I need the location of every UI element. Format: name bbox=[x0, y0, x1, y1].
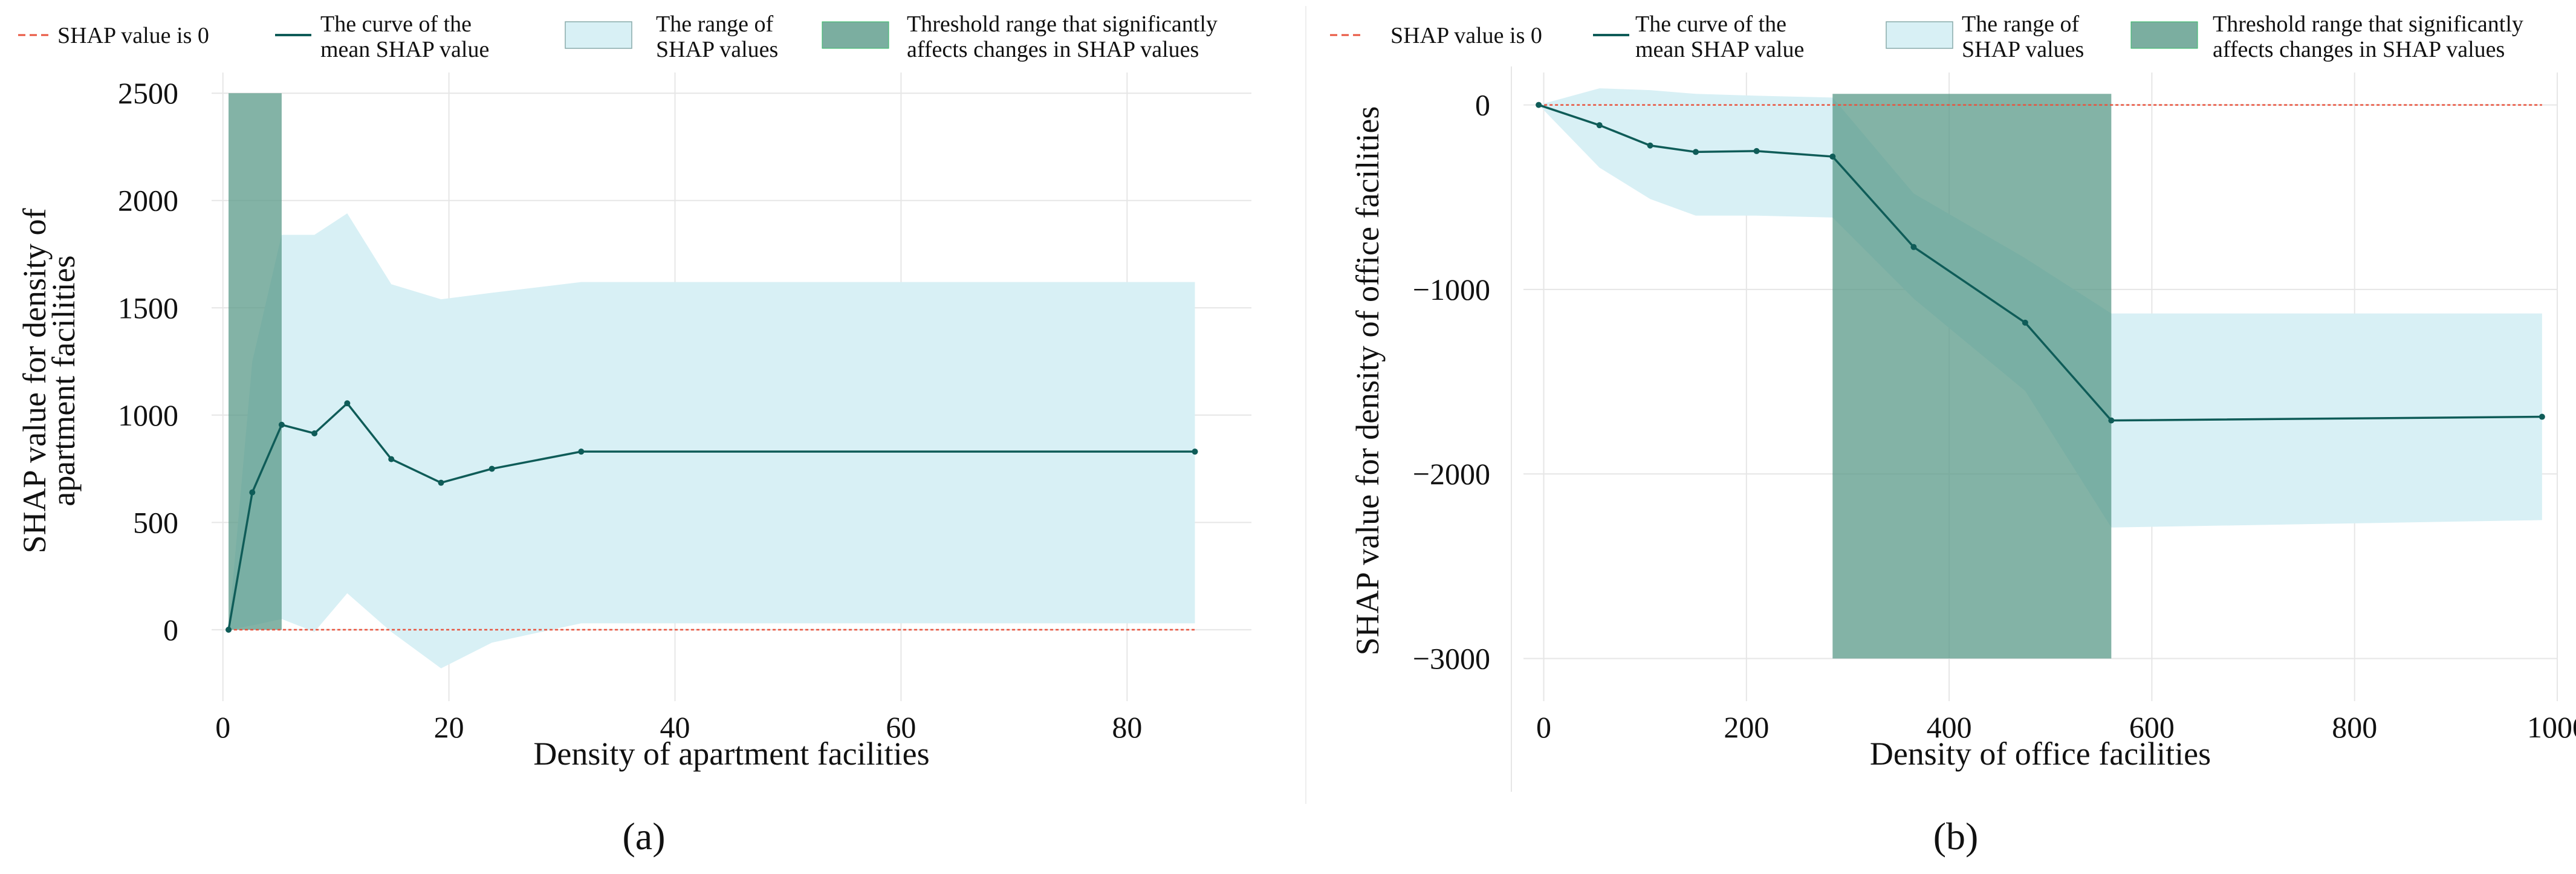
mean-curve-point bbox=[1647, 142, 1653, 149]
range-band bbox=[229, 213, 1195, 668]
x-tick-label: 200 bbox=[1724, 710, 1769, 744]
legend-range-label-2: SHAP values bbox=[656, 37, 778, 62]
legend-threshold-label-1: Threshold range that significantly bbox=[907, 11, 1218, 37]
x-tick-label: 1000 bbox=[2527, 710, 2576, 744]
legend-range-label-2: SHAP values bbox=[1962, 37, 2084, 62]
x-axis-label: Density of office facilities bbox=[1870, 736, 2211, 772]
legend-mean-curve-label-2: mean SHAP value bbox=[1635, 37, 1804, 62]
x-tick-label: 60 bbox=[886, 710, 916, 744]
y-tick-label: 0 bbox=[163, 613, 178, 647]
mean-curve-line bbox=[1538, 103, 2542, 422]
x-tick-label: 20 bbox=[434, 710, 464, 744]
legend-range-label-1: The range of bbox=[656, 11, 773, 37]
mean-curve-point bbox=[388, 456, 395, 462]
mean-curve-point bbox=[1536, 102, 1542, 108]
x-tick-label: 600 bbox=[2129, 710, 2175, 744]
threshold-range bbox=[229, 93, 282, 630]
legend-threshold-label-2: affects changes in SHAP values bbox=[907, 37, 1199, 62]
x-tick-label: 400 bbox=[1927, 710, 1972, 744]
x-tick-label: 800 bbox=[2332, 710, 2377, 744]
mean-curve-point bbox=[225, 626, 232, 633]
mean-curve-point bbox=[1910, 244, 1917, 250]
x-axis-label: Density of apartment facilities bbox=[533, 736, 929, 772]
y-tick-label: −3000 bbox=[1413, 641, 1490, 675]
x-tick-label: 80 bbox=[1112, 710, 1142, 744]
legend-mean-curve-label-1: The curve of the bbox=[1635, 11, 1786, 37]
panel-label: (b) bbox=[1933, 815, 1979, 858]
panel-label: (a) bbox=[622, 815, 665, 858]
legend-zero-line-label: SHAP value is 0 bbox=[57, 23, 209, 48]
panel-b: 0 −1000 −2000 −3000 0 200 400 600 800 1000 Density… bbox=[1349, 66, 2576, 858]
mean-curve-line bbox=[227, 401, 1195, 630]
mean-curve-point bbox=[249, 489, 256, 496]
mean-curve-point bbox=[1192, 448, 1198, 455]
mean-curve-point bbox=[278, 421, 285, 428]
mean-curve-point bbox=[1596, 122, 1603, 129]
legend-range-swatch bbox=[565, 21, 632, 49]
x-tick-label: 0 bbox=[1536, 710, 1551, 744]
y-tick-label: 0 bbox=[1475, 88, 1490, 122]
mean-curve-point bbox=[2108, 417, 2115, 424]
legend-threshold-swatch bbox=[822, 21, 889, 49]
y-tick-label: 1500 bbox=[118, 291, 178, 325]
legend-mean-curve-label-2: mean SHAP value bbox=[320, 37, 489, 62]
mean-curve-point bbox=[1829, 154, 1836, 160]
legend-range-label-1: The range of bbox=[1962, 11, 2079, 37]
y-axis-label-line-2: apartment facilities bbox=[45, 255, 82, 506]
mean-curve-point bbox=[2022, 319, 2028, 326]
mean-curve-point bbox=[578, 448, 585, 455]
y-tick-label: 500 bbox=[133, 505, 178, 539]
legend-range-swatch bbox=[1886, 21, 1953, 49]
mean-curve-point bbox=[311, 430, 318, 436]
legend-mean-curve-label-1: The curve of the bbox=[320, 11, 472, 37]
x-tick-label: 0 bbox=[215, 710, 230, 744]
y-tick-label: −2000 bbox=[1413, 457, 1490, 491]
legend-a: SHAP value is 0 The curve of the mean SH… bbox=[18, 11, 1218, 62]
y-tick-label: 2500 bbox=[118, 76, 178, 110]
legend-b: SHAP value is 0 The curve of the mean SH… bbox=[1330, 11, 2523, 62]
legend-threshold-swatch bbox=[2130, 21, 2198, 49]
mean-curve-point bbox=[1753, 147, 1760, 154]
mean-curve-point bbox=[488, 465, 495, 472]
x-tick-label: 40 bbox=[660, 710, 690, 744]
mean-curve-point bbox=[438, 479, 444, 486]
mean-curve-point bbox=[2539, 413, 2545, 420]
y-tick-label: 1000 bbox=[118, 398, 178, 432]
mean-curve-point bbox=[1693, 149, 1699, 155]
y-tick-label: 2000 bbox=[118, 184, 178, 218]
legend-zero-line-label: SHAP value is 0 bbox=[1390, 23, 1542, 48]
legend-threshold-label-2: affects changes in SHAP values bbox=[2213, 37, 2505, 62]
legend-threshold-label-1: Threshold range that significantly bbox=[2213, 11, 2523, 37]
threshold-range bbox=[1832, 94, 2112, 659]
y-tick-label: −1000 bbox=[1413, 273, 1490, 306]
mean-curve-point bbox=[344, 400, 351, 407]
y-axis-label-line-1: SHAP value for density of bbox=[16, 209, 53, 554]
y-axis-label: SHAP value for density of office facilit… bbox=[1349, 106, 1386, 656]
panel-a: 0 500 1000 1500 2000 2500 0 20 40 60 80 Density of … bbox=[16, 73, 1251, 858]
